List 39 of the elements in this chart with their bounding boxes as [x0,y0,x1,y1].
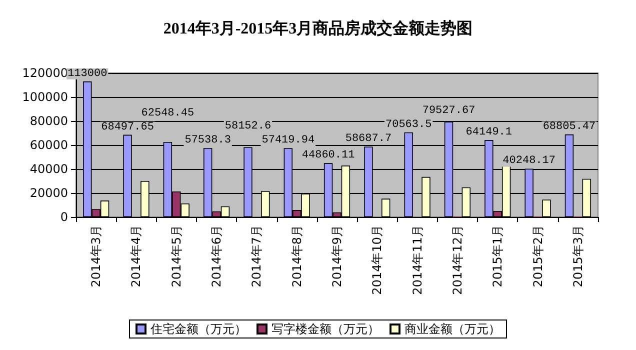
x-tick-label: 2015年2月 [530,225,545,288]
data-label: 58687.7 [345,133,392,146]
x-tick-label: 2014年9月 [330,225,344,288]
data-label: 62548.45 [141,107,194,120]
x-tick-label: 2014年6月 [210,225,224,288]
data-label: 64149.1 [466,126,512,139]
x-tick-label: 2014年12月 [450,225,464,295]
x-tick-label: 2015年3月 [570,225,585,288]
bar [542,200,551,217]
legend-label: 商业金额（万元） [404,322,500,336]
x-tick-label: 2014年10月 [370,225,384,295]
y-tick-label: 120000 [22,66,68,80]
x-tick-label: 2014年8月 [290,225,304,288]
x-tick-label: 2014年5月 [169,225,184,288]
data-label: 58152.6 [224,120,272,132]
y-tick-label: 80000 [30,114,68,128]
y-tick-label: 40000 [30,162,68,176]
y-tick-label: 100000 [22,90,68,104]
bar [382,198,390,217]
data-label: 57419.94 [262,134,315,147]
data-label: 113000 [68,68,108,80]
data-label: 70563.5 [386,118,432,131]
y-tick-label: 20000 [30,186,68,200]
data-label: 79527.67 [422,104,476,117]
x-tick-label: 2014年4月 [129,225,144,288]
chart-title: 2014年3月-2015年3月商品房成交金额走势图 [163,18,473,38]
data-label: 68805.47 [542,120,596,133]
legend-label: 写字楼金额（万元） [272,322,380,336]
x-tick-label: 2014年7月 [250,225,264,288]
y-tick-label: 60000 [30,138,68,152]
x-tick-label: 2015年1月 [490,225,505,288]
data-label: 57538.3 [184,134,231,146]
x-tick-label: 2014年11月 [410,225,424,295]
legend-label: 住宅金额（万元） [150,322,246,336]
x-tick-label: 2014年3月 [89,225,104,288]
data-label: 44860.11 [302,150,356,162]
y-tick-label: 0 [60,210,68,224]
data-label: 68497.65 [101,121,154,134]
data-label: 40248.17 [502,155,556,168]
